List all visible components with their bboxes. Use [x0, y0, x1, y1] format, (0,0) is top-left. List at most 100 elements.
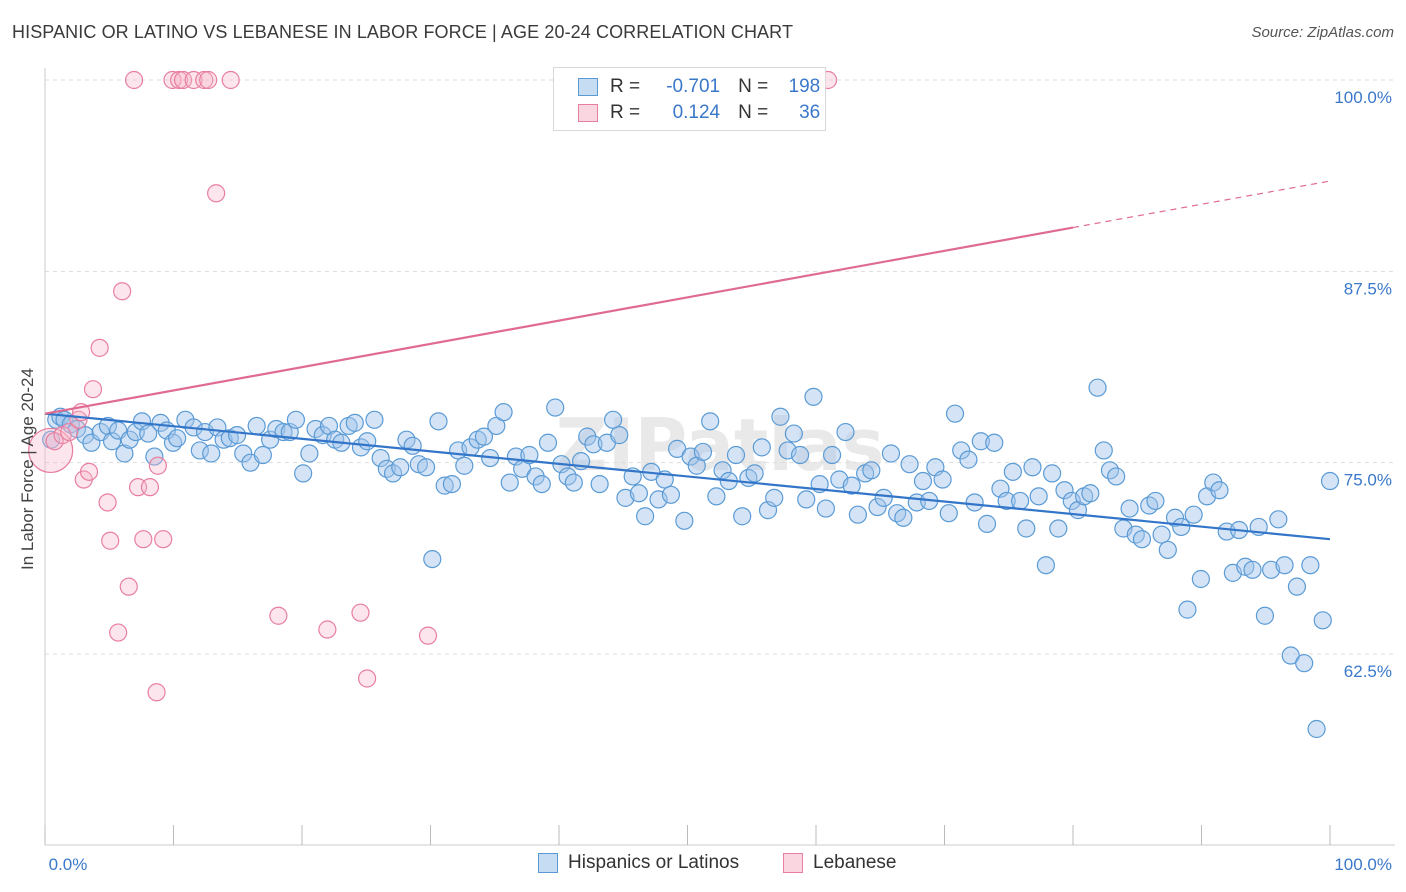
lebanese-point [119, 577, 138, 596]
hispanic-point [965, 493, 984, 512]
hispanic-point [1043, 464, 1062, 483]
hispanic-point [345, 413, 364, 432]
hispanic-point [797, 490, 816, 509]
hispanic-point [1003, 462, 1022, 481]
lebanese-trend-line [44, 226, 1074, 415]
hispanic-point [790, 445, 810, 465]
hispanic-point [139, 424, 158, 443]
hispanic-point [868, 497, 887, 517]
bottom-legend-label: Hispanics or Latinos [568, 852, 740, 873]
hispanic-point [1017, 519, 1036, 538]
lebanese-point [79, 462, 99, 481]
lebanese-point [184, 70, 203, 90]
hispanic-point [494, 403, 513, 422]
hispanic-point [500, 473, 519, 492]
hispanic-point [234, 444, 253, 463]
hispanic-point [752, 438, 771, 457]
hispanic-point [675, 511, 694, 530]
lebanese-point [357, 669, 377, 688]
watermark-text: ZIPatlas [556, 403, 885, 487]
hispanic-point [247, 416, 266, 436]
lebanese-point [60, 422, 79, 442]
hispanic-point [985, 433, 1004, 452]
hispanic-point [959, 450, 978, 469]
hispanic-point [1262, 560, 1281, 579]
legend-row-hispanic: R = -0.701 N = 198 [578, 75, 820, 99]
hispanic-point [707, 487, 726, 506]
hispanic-point [894, 508, 913, 527]
hispanic-point [202, 444, 221, 463]
hispanic-point [532, 474, 551, 494]
hispanic-point [1275, 556, 1294, 575]
y-axis-label: In Labor Force | Age 20-24 [18, 368, 37, 570]
hispanic-point [442, 474, 462, 494]
hispanic-point [358, 432, 377, 451]
hispanic-point [253, 445, 272, 465]
hispanic-point [1210, 481, 1229, 500]
lebanese-point [90, 338, 109, 357]
y-tick-label: 75.0% [1344, 471, 1392, 490]
hispanic-point [629, 484, 648, 503]
hispanic-point [952, 441, 971, 460]
hispanic-point [306, 419, 325, 439]
hispanic-point [881, 444, 901, 463]
hispanic-point [1243, 560, 1262, 579]
hispanic-point [939, 504, 958, 523]
hispanic-point [538, 433, 558, 452]
hispanic-point [771, 407, 790, 426]
hispanic-point [701, 412, 720, 431]
legend-swatch-pink [578, 104, 598, 122]
lebanese-point [207, 184, 226, 203]
lebanese-point [147, 683, 166, 702]
hispanic-point [227, 426, 247, 445]
hispanic-point [971, 432, 990, 451]
legend-r-label: R = [610, 76, 641, 97]
x-tick-label: 0.0% [49, 855, 88, 874]
hispanic-point [733, 507, 752, 526]
hispanic-point [391, 458, 410, 477]
lebanese-point [269, 606, 288, 625]
bottom-legend-label: Lebanese [813, 852, 897, 873]
hispanic-point [1023, 458, 1042, 477]
hispanic-point [997, 491, 1016, 511]
hispanic-point [804, 387, 823, 406]
hispanic-point [102, 432, 122, 451]
y-tick-label: 100.0% [1334, 88, 1392, 107]
hispanic-point [1313, 611, 1332, 630]
legend-n-value: 198 [788, 76, 821, 97]
hispanic-point [416, 458, 436, 477]
hispanic-point [168, 429, 187, 448]
hispanic-point [1184, 505, 1203, 524]
y-tick-label: 62.5% [1344, 662, 1392, 681]
bottom-legend-swatch-blue [538, 853, 558, 873]
lebanese-point [318, 620, 337, 639]
hispanic-point [1295, 654, 1314, 673]
lebanese-point [28, 427, 74, 474]
hispanic-point [726, 445, 746, 465]
hispanic-point [610, 426, 629, 445]
legend-r-label: R = [610, 102, 641, 123]
hispanic-point [1172, 517, 1191, 537]
lebanese-point [195, 70, 214, 90]
x-tick-label: 100.0% [1334, 855, 1392, 874]
hispanic-point [1094, 441, 1113, 460]
hispanic-point [1107, 467, 1126, 486]
hispanic-point [1307, 719, 1326, 739]
hispanic-point [616, 488, 635, 507]
hispanic-point [913, 471, 933, 491]
hispanic-point [300, 444, 319, 463]
legend-swatch-blue [578, 78, 598, 96]
hispanic-point [590, 474, 609, 494]
lebanese-point [221, 70, 240, 90]
lebanese-point [351, 603, 370, 622]
hispanic-point [365, 410, 384, 429]
hispanic-point [693, 442, 713, 462]
lebanese-point [148, 456, 167, 475]
hispanic-point [842, 476, 861, 495]
hispanic-point [635, 507, 655, 526]
legend-r-value: 0.124 [672, 102, 721, 123]
hispanic-point [294, 464, 313, 483]
hispanic-point [1152, 525, 1171, 544]
hispanic-point [1158, 540, 1177, 560]
hispanic-point [836, 422, 855, 442]
